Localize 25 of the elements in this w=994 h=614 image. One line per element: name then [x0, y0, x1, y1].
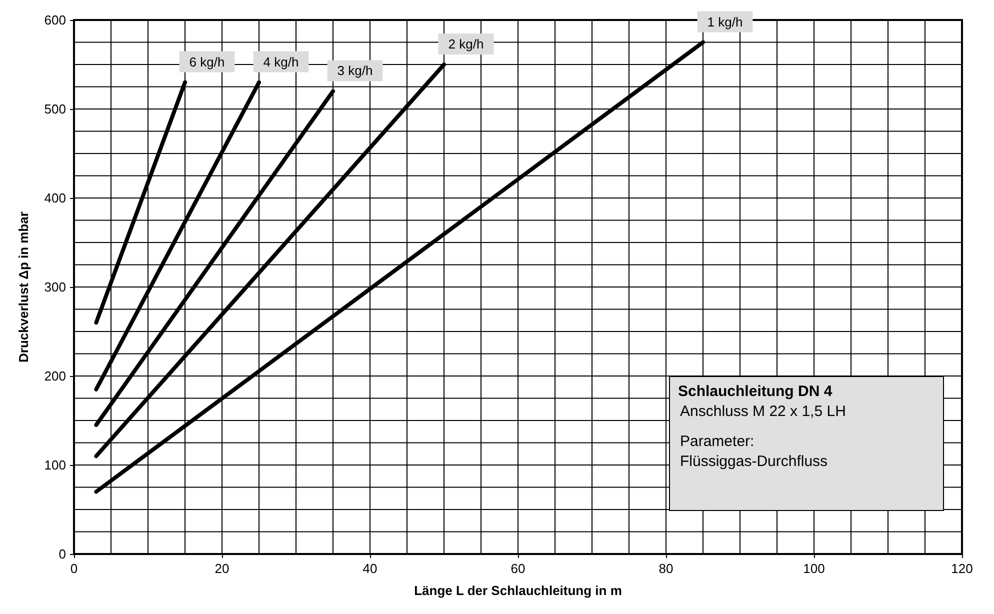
series-label: 1 kg/h — [707, 14, 743, 30]
x-axis-title: Länge L der Schlauchleitung in m — [414, 583, 622, 598]
series-label: 3 kg/h — [337, 63, 373, 78]
y-tick-label: 500 — [44, 102, 66, 116]
x-tick-label: 80 — [658, 561, 674, 576]
x-tick-label: 0 — [70, 561, 78, 576]
x-tick-label: 100 — [803, 561, 825, 576]
y-tick-label: 200 — [44, 368, 66, 384]
x-tick-label: 60 — [510, 561, 526, 576]
series-label: 2 kg/h — [448, 36, 484, 52]
annotation: Anschluss M 22 x 1,5 LH — [680, 403, 846, 420]
x-tick-label: 120 — [951, 561, 973, 576]
y-tick-label: 0 — [58, 546, 66, 562]
series-label: 6 kg/h — [189, 54, 225, 70]
y-tick-label: 400 — [44, 190, 66, 206]
series-label: 4 kg/h — [263, 54, 299, 70]
y-tick-label: 100 — [44, 458, 66, 472]
x-tick-label: 20 — [214, 561, 230, 576]
annotation: Flüssiggas-Durchfluss — [680, 453, 828, 470]
y-axis-title: Druckverlust Δp in mbar — [16, 212, 31, 362]
x-tick-label: 40 — [362, 561, 378, 576]
annotation: Schlauchleitung DN 4 — [678, 383, 832, 400]
annotation: Parameter: — [680, 433, 754, 450]
y-tick-label: 300 — [44, 280, 66, 294]
y-tick-label: 600 — [44, 12, 66, 28]
